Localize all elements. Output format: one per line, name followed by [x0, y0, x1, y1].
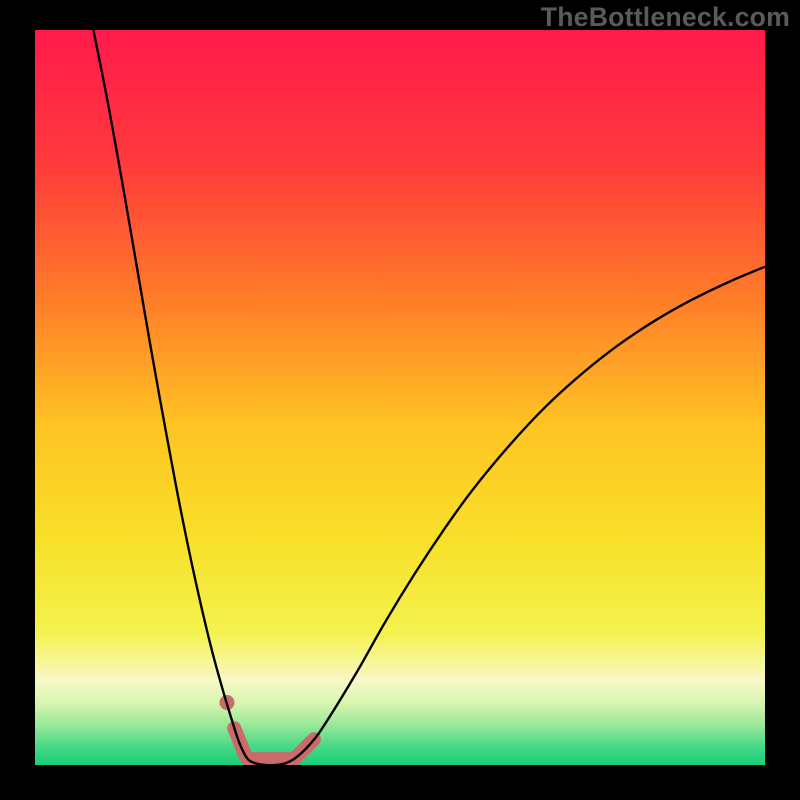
gradient-background [35, 30, 765, 765]
chart-stage: TheBottleneck.com [0, 0, 800, 800]
plot-area [35, 30, 765, 765]
bottleneck-chart-svg [0, 0, 800, 800]
watermark-text: TheBottleneck.com [541, 2, 790, 33]
